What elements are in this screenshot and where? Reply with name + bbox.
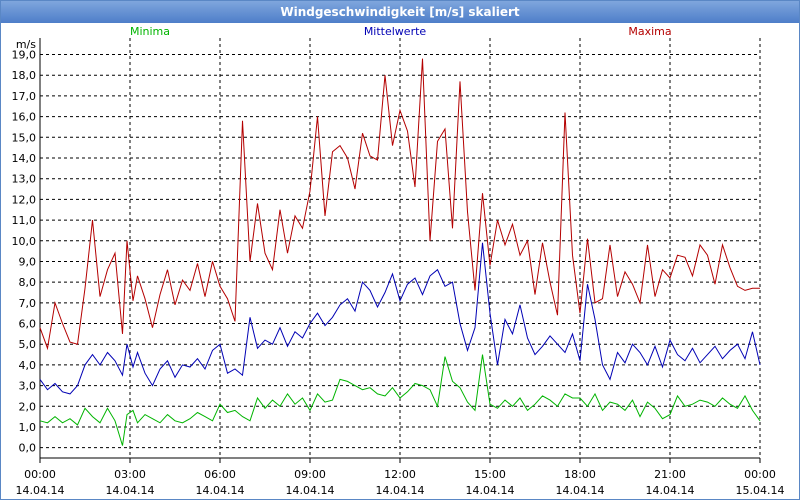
x-tick-time: 21:00 (654, 468, 686, 481)
y-tick-label: 15,0 (12, 131, 37, 144)
y-axis-unit: m/s (16, 38, 36, 51)
x-tick-date: 14.04.14 (556, 484, 605, 497)
x-tick-date: 14.04.14 (106, 484, 155, 497)
x-tick-time: 09:00 (294, 468, 326, 481)
axes (39, 38, 761, 463)
y-tick-label: 5,0 (19, 338, 37, 351)
y-tick-label: 0,0 (19, 442, 37, 455)
series-line-minima (39, 354, 761, 446)
x-tick-time: 06:00 (204, 468, 236, 481)
y-tick-label: 14,0 (12, 152, 37, 165)
legend-entry-mittelwerte: Mittelwerte (364, 25, 427, 38)
series-line-maxima (39, 58, 760, 351)
legend-entry-maxima: Maxima (628, 25, 671, 38)
y-tick-label: 4,0 (19, 359, 37, 372)
x-tick-labels: 00:00 14.04.14 03:00 14.04.14 06:00 14.04.14 0… (16, 468, 785, 497)
y-tick-label: 12,0 (12, 193, 37, 206)
x-tick-date: 14.04.14 (646, 484, 695, 497)
x-tick-time: 03:00 (114, 468, 146, 481)
y-tick-label: 1,0 (19, 421, 37, 434)
y-tick-label: 8,0 (19, 276, 37, 289)
x-tick-date: 15.04.14 (736, 484, 785, 497)
y-tick-label: 2,0 (19, 400, 37, 413)
series-lines (39, 58, 761, 446)
y-tick-label: 10,0 (12, 235, 37, 248)
legend: Minima Mittelwerte Maxima (130, 25, 672, 38)
y-tick-label: 19,0 (12, 49, 37, 62)
grid-lines (39, 38, 761, 458)
x-tick-time: 00:00 (744, 468, 776, 481)
chart-title: Windgeschwindigkeit [m/s] skaliert (1, 1, 799, 23)
x-tick-time: 15:00 (474, 468, 506, 481)
x-tick-date: 14.04.14 (466, 484, 515, 497)
y-tick-label: 7,0 (19, 297, 37, 310)
x-tick-time: 00:00 (24, 468, 56, 481)
legend-entry-minima: Minima (130, 25, 170, 38)
x-tick-date: 14.04.14 (376, 484, 425, 497)
x-tick-date: 14.04.14 (16, 484, 65, 497)
y-tick-label: 18,0 (12, 69, 37, 82)
x-tick-time: 12:00 (384, 468, 416, 481)
y-tick-label: 3,0 (19, 380, 37, 393)
x-tick-date: 14.04.14 (196, 484, 245, 497)
y-tick-labels: 0,0 1,0 2,0 3,0 4,0 5,0 6,0 7,0 8,0 9,0 10,0 11,0 12… (12, 49, 37, 455)
y-tick-label: 11,0 (12, 214, 37, 227)
y-tick-label: 9,0 (19, 255, 37, 268)
x-tick-date: 14.04.14 (286, 484, 335, 497)
y-tick-label: 16,0 (12, 111, 37, 124)
y-tick-label: 6,0 (19, 318, 37, 331)
y-tick-label: 17,0 (12, 90, 37, 103)
x-tick-time: 18:00 (564, 468, 596, 481)
y-tick-label: 13,0 (12, 173, 37, 186)
series-line-mittelwerte (39, 242, 761, 395)
